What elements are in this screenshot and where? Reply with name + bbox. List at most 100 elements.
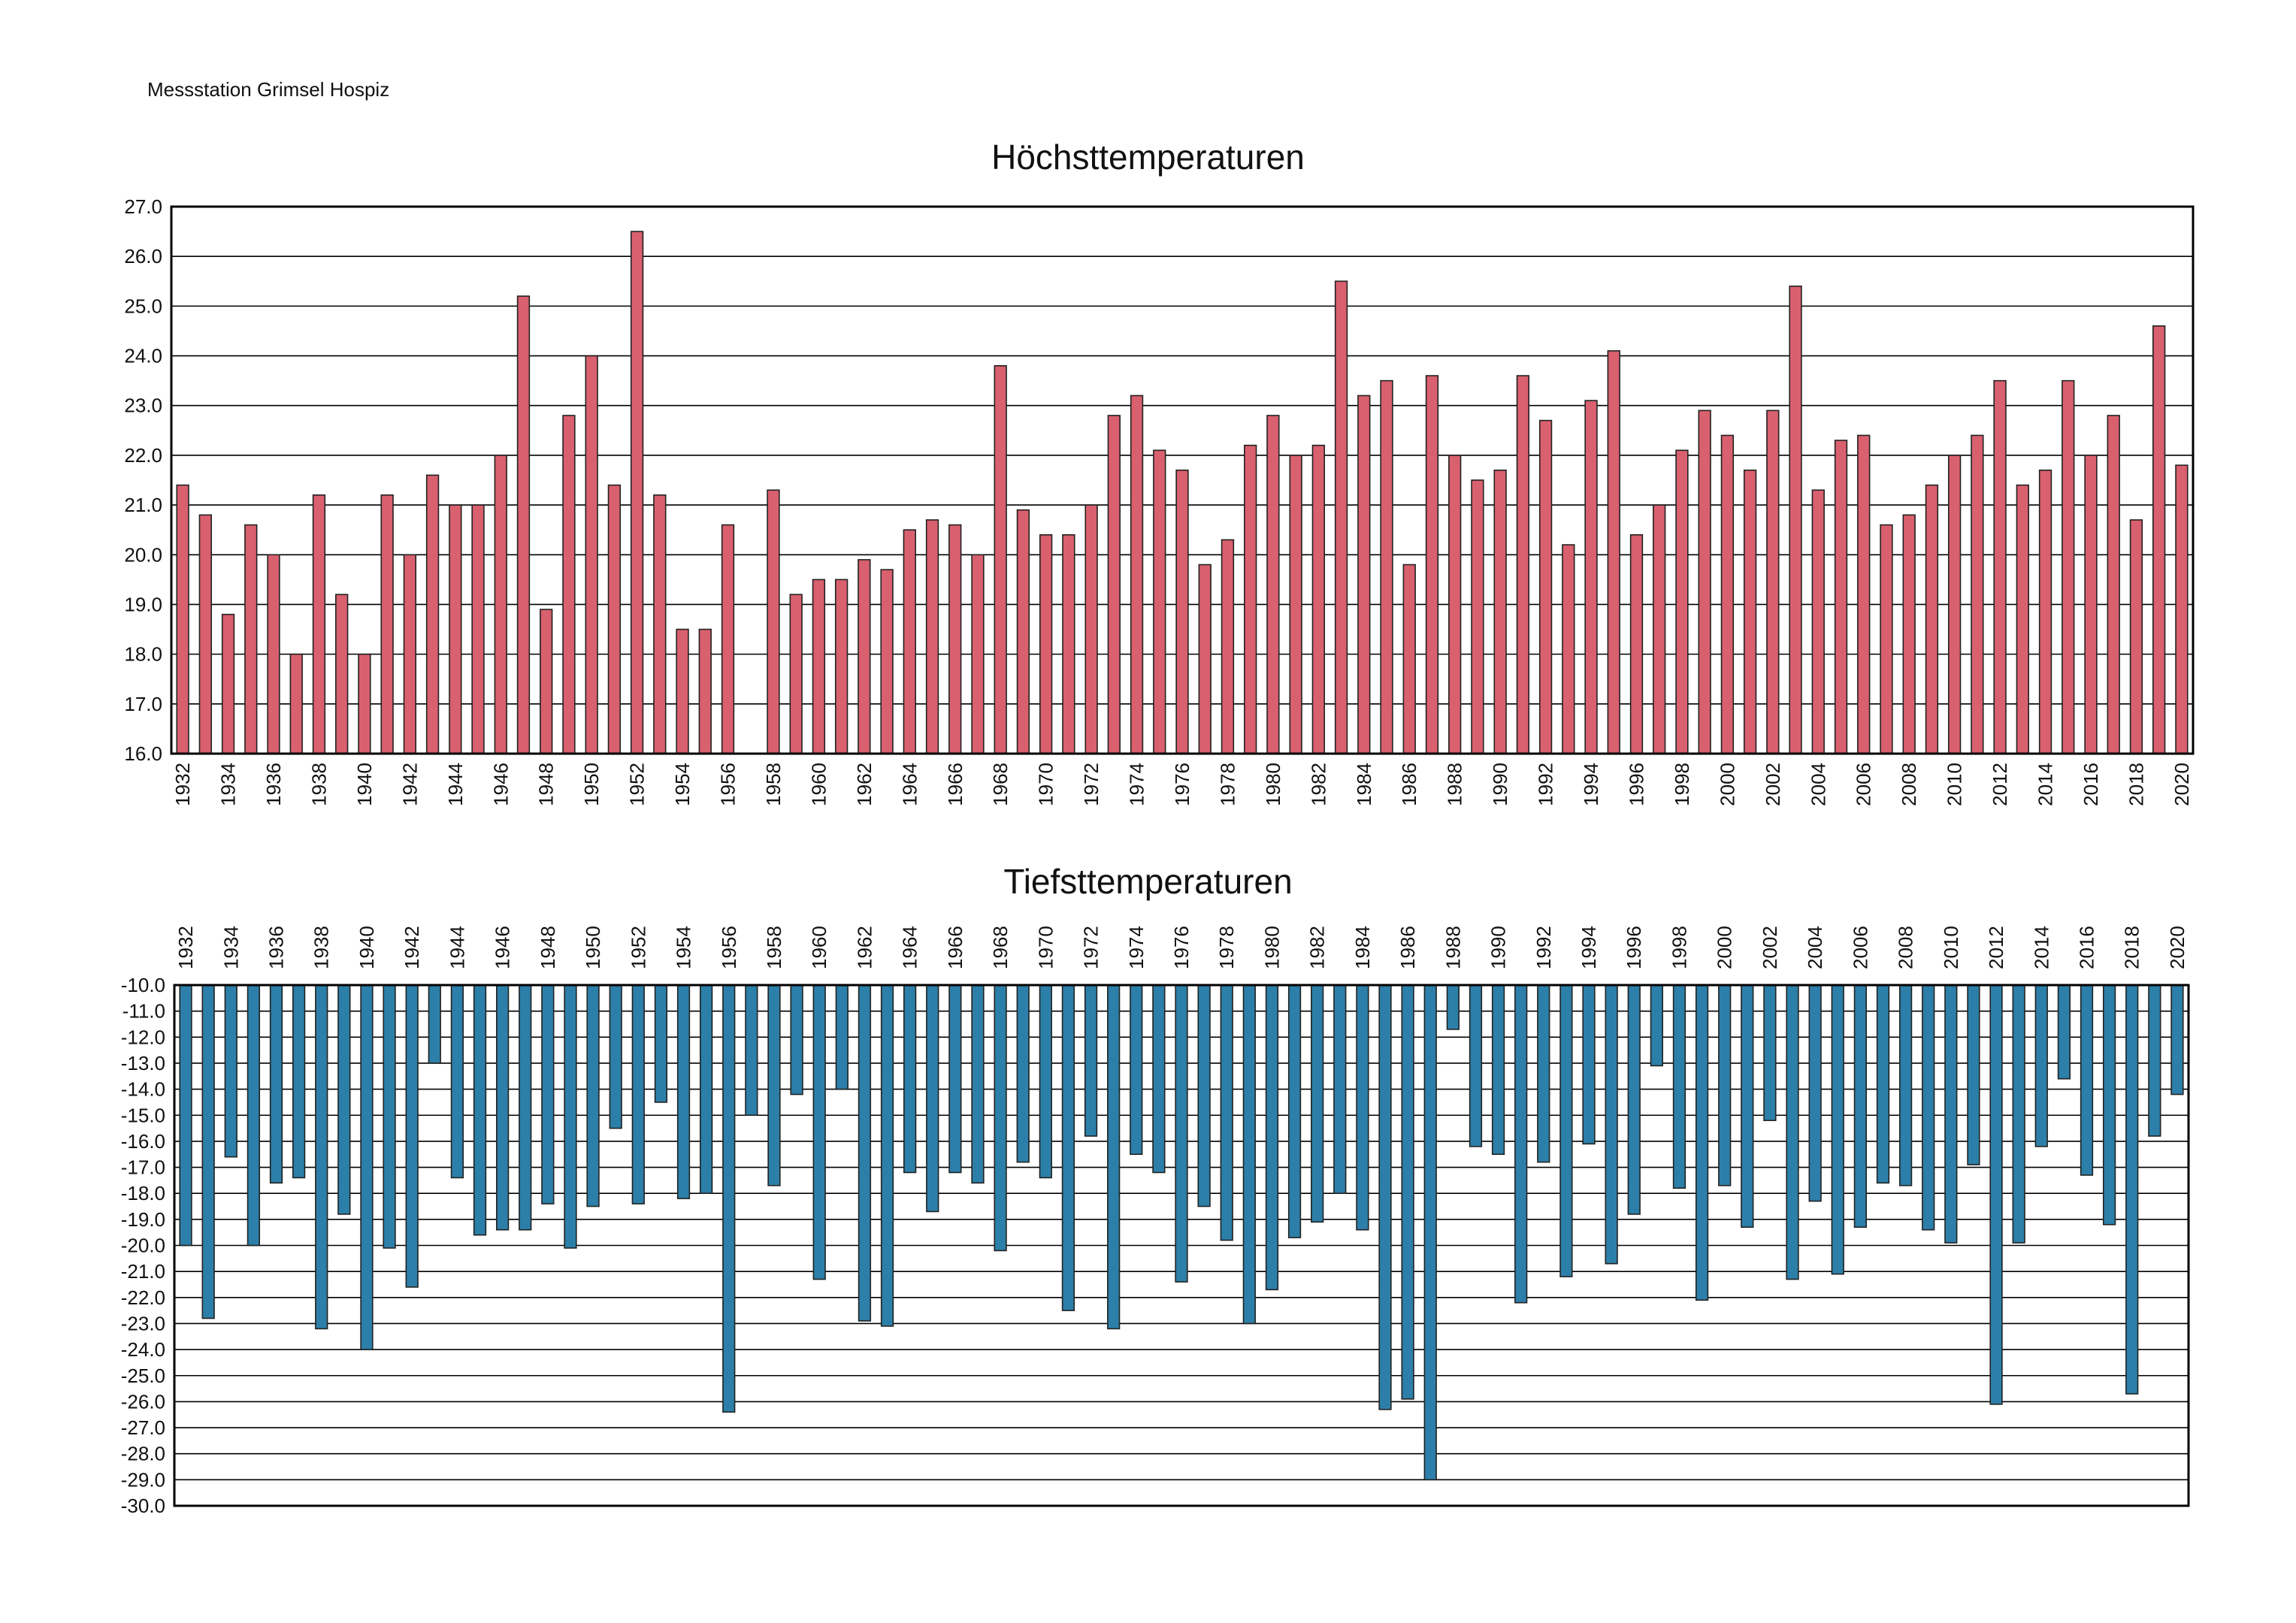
x-tick-label: 1946 — [489, 763, 512, 806]
bar — [676, 984, 691, 1199]
bar — [903, 984, 917, 1174]
x-tick-label: 1992 — [1532, 926, 1555, 969]
bar — [586, 984, 600, 1207]
bar — [473, 984, 487, 1236]
bar — [428, 984, 441, 1064]
bar — [1857, 434, 1871, 754]
bar — [1333, 984, 1347, 1195]
bar — [1967, 984, 1980, 1165]
x-tick-label: 1950 — [582, 926, 604, 969]
bar — [1197, 984, 1211, 1207]
bar — [2148, 984, 2161, 1137]
x-tick-label: 1974 — [1125, 926, 1148, 969]
bar — [1675, 449, 1689, 754]
x-tick-label: 1968 — [989, 926, 1012, 969]
y-tick-label: 24.0 — [124, 345, 162, 367]
y-tick-label: -12.0 — [121, 1026, 165, 1048]
bar — [1380, 379, 1393, 754]
x-tick-label: 1982 — [1306, 926, 1329, 969]
y-tick-label: -27.0 — [121, 1416, 165, 1439]
x-tick-label: 1990 — [1489, 763, 1511, 806]
bar — [1039, 533, 1053, 754]
x-tick-label: 1990 — [1487, 926, 1510, 969]
y-tick-label: -16.0 — [121, 1130, 165, 1153]
bar — [925, 519, 939, 754]
bar — [2057, 984, 2071, 1080]
x-tick-label: 1988 — [1441, 926, 1464, 969]
x-tick-label: 1932 — [174, 926, 197, 969]
x-tick-label: 1996 — [1623, 926, 1645, 969]
y-tick-label: -11.0 — [123, 1000, 165, 1023]
bar — [2170, 984, 2184, 1096]
bar — [358, 653, 371, 754]
bar — [631, 984, 645, 1204]
bar — [1469, 984, 1483, 1147]
bar — [698, 628, 712, 754]
x-tick-label: 1964 — [898, 763, 921, 806]
bar — [1107, 984, 1121, 1330]
plot-frame — [173, 984, 2190, 1507]
bar — [335, 594, 349, 754]
bar — [1743, 469, 1757, 754]
bar — [1175, 984, 1188, 1283]
bar — [1084, 984, 1098, 1137]
chart-high: 16.0 17.0 18.0 19.0 20.0 21.0 22.0 23.0 24.0 25.0… — [124, 195, 2195, 806]
y-tick-label: 25.0 — [124, 295, 162, 317]
y-tick-label: -25.0 — [121, 1365, 165, 1387]
y-tick-label: -20.0 — [121, 1235, 165, 1257]
x-tick-label: 2018 — [2121, 926, 2143, 969]
x-tick-label: 2012 — [1989, 763, 2011, 806]
bar — [2062, 379, 2075, 754]
bar — [450, 984, 464, 1179]
x-tick-label: 2002 — [1762, 763, 1784, 806]
y-tick-label: -17.0 — [121, 1156, 165, 1179]
bar — [676, 628, 689, 754]
bar — [1947, 455, 1962, 754]
bar — [722, 984, 736, 1413]
bar — [2034, 984, 2048, 1147]
y-tick-label: 22.0 — [124, 444, 162, 467]
y-tick-label: -15.0 — [121, 1104, 165, 1126]
y-tick-label: 18.0 — [124, 643, 162, 666]
bar — [1402, 564, 1416, 754]
x-tick-label: 1996 — [1625, 763, 1647, 806]
x-tick-label: 1934 — [219, 926, 242, 969]
bar — [1016, 509, 1030, 754]
bar — [1289, 455, 1302, 754]
bar — [516, 295, 531, 754]
x-tick-label: 2008 — [1898, 763, 1920, 806]
x-tick-label: 1978 — [1216, 763, 1239, 806]
bar — [2125, 984, 2139, 1395]
x-tick-label: 2014 — [2030, 926, 2052, 969]
bar — [1538, 419, 1553, 754]
bar — [1789, 286, 1802, 754]
bar — [1198, 564, 1212, 754]
bar — [201, 984, 215, 1319]
bar — [1831, 984, 1844, 1275]
bar — [269, 984, 283, 1184]
bar — [1153, 449, 1166, 754]
x-tick-label: 1984 — [1353, 763, 1375, 806]
bar — [315, 984, 328, 1330]
bar — [1016, 984, 1030, 1163]
bar — [1311, 984, 1324, 1223]
bar — [858, 559, 871, 754]
bar — [1718, 984, 1732, 1186]
bar — [495, 984, 510, 1231]
bar — [337, 984, 351, 1215]
bar — [812, 984, 826, 1280]
bar — [1993, 379, 2007, 754]
x-tick-label: 1950 — [580, 763, 603, 806]
bar — [1902, 514, 1916, 754]
y-tick-label: 17.0 — [124, 693, 162, 715]
bar — [971, 984, 985, 1184]
bar — [1766, 410, 1780, 754]
x-tick-label: 1992 — [1535, 763, 1557, 806]
bar — [289, 653, 303, 754]
bar — [360, 984, 374, 1350]
bar — [1423, 984, 1437, 1481]
x-tick-label: 1980 — [1260, 926, 1283, 969]
bar — [812, 579, 826, 754]
x-tick-label: 2004 — [1804, 926, 1826, 969]
